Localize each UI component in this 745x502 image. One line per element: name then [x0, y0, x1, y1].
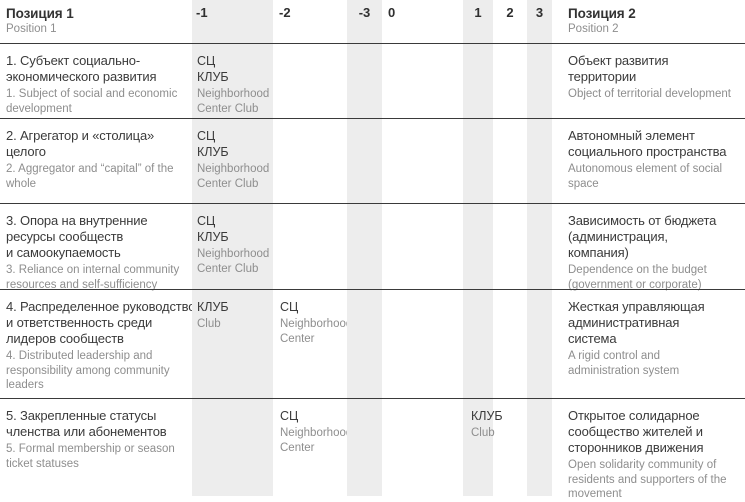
row-5-cell-minus-3 — [347, 398, 382, 496]
row-4-cell-minus-2: СЦ Neighborhood Center — [273, 289, 353, 398]
row-1-cell-plus-2 — [493, 43, 527, 118]
row-2-position-1-ru: 2. Агрегатор и «столица» целого — [6, 128, 155, 159]
row-3-position-2: Зависимость от бюджета (администрация, к… — [552, 203, 745, 291]
row-3-cell-minus-3 — [347, 203, 382, 289]
row-3-cell-plus-2 — [493, 203, 527, 289]
row-1-cell-zero — [382, 43, 463, 118]
row-3-position-2-ru: Зависимость от бюджета (администрация, к… — [568, 213, 717, 260]
row-5-mark-minus-2-en: Neighborhood Center — [280, 427, 353, 454]
row-2-position-1-en: 2. Aggregator and “capital” of the whole — [6, 163, 174, 190]
row-1-position-1-ru: 1. Субъект социально- экономического раз… — [6, 53, 157, 84]
scale-header-plus-3: 3 — [527, 0, 552, 43]
row-4-position-1: 4. Распределенное руководство и ответств… — [0, 289, 196, 398]
row-5-mark-plus-1-en: Club — [471, 427, 495, 439]
row-5-mark-plus-1-ru: КЛУБ — [471, 409, 503, 423]
row-5-position-1-ru: 5. Закрепленные статусы членства или або… — [6, 408, 167, 439]
scale-header-minus-2: -2 — [279, 5, 291, 20]
row-4-cell-plus-2 — [493, 289, 527, 398]
scale-header-plus-2: 2 — [506, 5, 514, 20]
row-3-position-1: 3. Опора на внутренние ресурсы сообществ… — [0, 203, 192, 291]
row-5-position-1-en: 5. Formal membership or season ticket st… — [6, 443, 175, 470]
row-5-position-2: Открытое солидарное сообщество жителей и… — [552, 398, 745, 500]
row-4-cell-plus-1 — [463, 289, 493, 398]
row-1-mark-en: Neighborhood Center Club — [197, 88, 270, 115]
row-2-mark-en: Neighborhood Center Club — [197, 163, 270, 190]
row-2-mark-ru: СЦ КЛУБ — [197, 129, 229, 159]
row-2-cell-plus-2 — [493, 118, 527, 203]
row-3-cell-plus-3 — [527, 203, 552, 289]
row-2-position-2-en: Autonomous element of social space — [568, 163, 723, 190]
row-5-position-2-ru: Открытое солидарное сообщество жителей и… — [568, 408, 704, 455]
scale-header-zero: 0 — [388, 5, 396, 20]
row-3-position-1-ru: 3. Опора на внутренние ресурсы сообществ… — [6, 213, 148, 260]
row-4-position-2: Жесткая управляющая административная сис… — [552, 289, 745, 398]
row-4-cell-plus-3 — [527, 289, 552, 398]
row-1-position-2-en: Object of territorial development — [568, 88, 731, 100]
row-4-mark-minus-2-ru: СЦ — [280, 300, 299, 314]
row-3-mark-en: Neighborhood Center Club — [197, 248, 270, 275]
scale-header-minus-1: -1 — [192, 0, 273, 43]
row-3-position-1-en: 3. Reliance on internal community resour… — [6, 264, 180, 291]
row-2-cell-minus-2 — [273, 118, 347, 203]
scale-header-minus-3: -3 — [347, 0, 382, 43]
header-position-2: Позиция 2 Position 2 — [552, 0, 745, 43]
row-5-cell-minus-2: СЦ Neighborhood Center — [273, 398, 353, 496]
row-4-position-1-ru: 4. Распределенное руководство и ответств… — [6, 299, 196, 346]
row-1-cell-minus-2 — [273, 43, 347, 118]
row-1-cell-minus-1: СЦ КЛУБ Neighborhood Center Club — [192, 43, 273, 118]
row-1-cell-plus-1 — [463, 43, 493, 118]
row-1-cell-minus-3 — [347, 43, 382, 118]
header-position-1-subtitle: Position 1 — [6, 23, 57, 35]
row-5-mark-minus-2-ru: СЦ — [280, 409, 299, 423]
row-2-cell-zero — [382, 118, 463, 203]
row-4-cell-minus-1: КЛУБ Club — [192, 289, 273, 398]
row-1-mark-ru: СЦ КЛУБ — [197, 54, 229, 84]
row-5-cell-plus-2 — [493, 398, 527, 496]
row-4-mark-minus-1-en: Club — [197, 318, 221, 330]
row-2-position-1: 2. Агрегатор и «столица» целого 2. Aggre… — [0, 118, 192, 203]
row-5-cell-minus-1 — [192, 398, 273, 496]
header-position-1-title: Позиция 1 — [6, 6, 74, 21]
header-position-1: Позиция 1 Position 1 — [0, 0, 192, 43]
row-2-cell-minus-3 — [347, 118, 382, 203]
row-4-position-2-ru: Жесткая управляющая административная сис… — [568, 299, 705, 346]
row-2-cell-plus-3 — [527, 118, 552, 203]
row-3-cell-plus-1 — [463, 203, 493, 289]
row-3-cell-minus-2 — [273, 203, 347, 289]
row-2-position-2: Автономный элемент социального пространс… — [552, 118, 745, 203]
row-2-cell-minus-1: СЦ КЛУБ Neighborhood Center Club — [192, 118, 273, 203]
row-4-mark-minus-1-ru: КЛУБ — [197, 300, 229, 314]
row-5-cell-zero — [382, 398, 463, 496]
row-3-cell-zero — [382, 203, 463, 289]
row-5-position-2-en: Open solidarity community of residents a… — [568, 459, 727, 500]
row-5-cell-plus-1: КЛУБ Club — [463, 398, 503, 496]
row-2-cell-plus-1 — [463, 118, 493, 203]
row-3-cell-minus-1: СЦ КЛУБ Neighborhood Center Club — [192, 203, 273, 289]
header-position-2-title: Позиция 2 — [568, 6, 636, 21]
row-3-position-2-en: Dependence on the budget (government or … — [568, 264, 707, 291]
row-2-position-2-ru: Автономный элемент социального пространс… — [568, 128, 727, 159]
row-4-cell-zero — [382, 289, 463, 398]
header-position-2-subtitle: Position 2 — [568, 23, 619, 35]
row-4-position-2-en: A rigid control and administration syste… — [568, 350, 680, 377]
row-1-position-1-en: 1. Subject of social and economic develo… — [6, 88, 178, 115]
scale-header-plus-1: 1 — [463, 0, 493, 43]
row-4-cell-minus-3 — [347, 289, 382, 398]
row-3-mark-ru: СЦ КЛУБ — [197, 214, 229, 244]
row-1-position-2: Объект развития территории Object of ter… — [552, 43, 745, 118]
row-1-position-2-ru: Объект развития территории — [568, 53, 669, 84]
row-5-position-1: 5. Закрепленные статусы членства или або… — [0, 398, 192, 496]
row-4-mark-minus-2-en: Neighborhood Center — [280, 318, 353, 345]
row-1-position-1: 1. Субъект социально- экономического раз… — [0, 43, 192, 118]
row-1-cell-plus-3 — [527, 43, 552, 118]
row-4-position-1-en: 4. Distributed leadership and responsibi… — [6, 350, 170, 391]
row-5-cell-plus-3 — [527, 398, 552, 496]
